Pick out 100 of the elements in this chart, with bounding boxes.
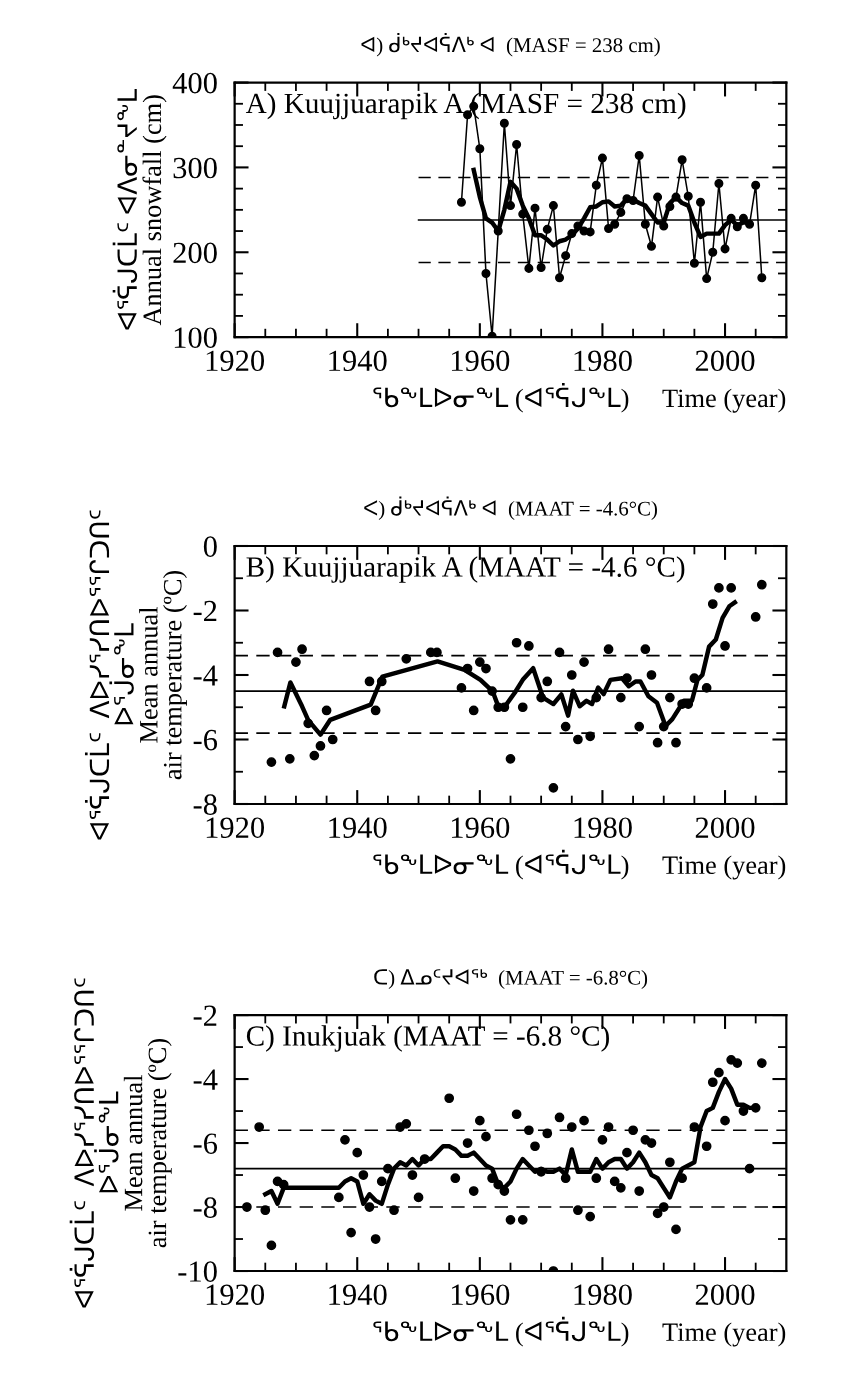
- point: [665, 692, 675, 703]
- point: [604, 223, 614, 234]
- point: [266, 757, 277, 767]
- point: [707, 599, 718, 609]
- point: [714, 583, 724, 593]
- point: [610, 219, 620, 229]
- y-axis-title: ᐊᕐᕌᒍᑕᒫᑦ ᐱᐅᓯᕐᓯᑎᐅᕐᕐᒋᑐᑎᑦ ᐅᕐᒎᓂᖕᒪ Mean annual air temperature (ºC): [84, 510, 187, 840]
- annotation: B) Kuujjuarapik A (MAAT = -4.6 °C): [246, 556, 685, 583]
- point: [646, 670, 657, 680]
- point: [524, 263, 534, 273]
- x-tick-label: 1980: [574, 350, 632, 372]
- point: [652, 737, 663, 748]
- y-tick-label: 300: [173, 157, 217, 179]
- point: [272, 647, 283, 658]
- point: [689, 258, 699, 268]
- point: [481, 268, 491, 278]
- point: [573, 734, 583, 745]
- x-tick-label: 1940: [329, 1284, 387, 1306]
- point: [474, 657, 485, 667]
- y-tick-label: -8: [193, 794, 217, 815]
- point: [720, 244, 730, 254]
- point: [597, 153, 607, 163]
- x-tick-label: 1940: [329, 350, 387, 372]
- x-tick-label: 1940: [329, 817, 387, 838]
- point: [696, 197, 706, 207]
- x-tick-label: 1980: [574, 1284, 632, 1306]
- x-tick-label: 1920: [206, 350, 265, 372]
- point: [548, 783, 559, 793]
- y-tick-label: 400: [172, 72, 217, 94]
- point: [591, 180, 601, 190]
- point: [616, 207, 626, 217]
- point: [702, 274, 712, 284]
- x-tick-label: 1960: [451, 350, 510, 372]
- point: [585, 731, 596, 742]
- point: [701, 683, 712, 693]
- point: [456, 683, 467, 693]
- point: [505, 753, 516, 764]
- x-tick-label: 2000: [695, 817, 755, 838]
- point: [677, 155, 687, 165]
- annotation: A) Kuujjuarapik A (MASF = 238 cm): [245, 92, 686, 120]
- point: [751, 180, 761, 190]
- y-axis-title: ᐊᕐᕌᒍᑕᒫᑦ ᐊᐱᓂᓐᔪᖕᒪ Annual snowfall (cm): [112, 88, 167, 330]
- point: [432, 647, 442, 658]
- point: [468, 705, 479, 716]
- point: [603, 644, 614, 655]
- point: [536, 263, 546, 273]
- annotation: C) Inukjuak (MAAT = -6.8 °C): [246, 1025, 609, 1052]
- y-axis-title: ᐊᕐᕌᒍᑕᒫᑦ ᐱᐅᓯᕐᓯᑎᐅᕐᕐᒋᑐᑎᑦ ᐅᕐᒎᓂᖕᒪ Mean annual air temperature (ºC): [69, 978, 172, 1308]
- y-tick-label: -10: [178, 1261, 217, 1282]
- point: [370, 705, 381, 716]
- point: [297, 644, 307, 655]
- y-tick-label: -6: [193, 729, 218, 751]
- point: [714, 179, 724, 189]
- x-axis-title: ᕐᑲᖕᒪᐅᓂᖕᒪ (ᐊᕐᕌᒍᖕᒪ) Time (year): [373, 1316, 786, 1347]
- point: [554, 647, 565, 658]
- y-tick-label: -6: [193, 1133, 218, 1154]
- y-tick-label: -2: [193, 600, 217, 622]
- point: [291, 657, 301, 667]
- y-tick-label: -4: [193, 1069, 218, 1090]
- point: [653, 192, 663, 202]
- x-axis-title: ᕐᑲᖕᒪᐅᓂᖕᒪ (ᐊᕐᕌᒍᖕᒪ) Time (year): [373, 382, 786, 413]
- x-tick-label: 1960: [451, 817, 510, 838]
- point: [555, 273, 565, 283]
- point: [548, 201, 558, 211]
- point: [634, 151, 644, 161]
- point: [481, 663, 491, 674]
- point: [726, 583, 737, 593]
- chart-title: ᑕ) ᐃᓄᑦᔪᐊᖅ (MAAT = -6.8°C): [374, 969, 648, 989]
- point: [511, 637, 522, 648]
- x-tick-label: 1920: [206, 1284, 265, 1306]
- x-tick-label: 2000: [695, 1284, 755, 1306]
- point: [321, 705, 332, 716]
- x-tick-label: 2000: [695, 350, 755, 372]
- point: [364, 676, 375, 687]
- point: [327, 734, 338, 745]
- point: [284, 753, 295, 764]
- y-tick-label: -2: [193, 1005, 217, 1026]
- point: [640, 219, 650, 229]
- point: [542, 676, 553, 687]
- x-tick-label: 1960: [451, 1284, 510, 1306]
- point: [530, 203, 540, 213]
- x-tick-label: 1920: [206, 817, 265, 838]
- point: [512, 139, 522, 150]
- x-tick-label: 1980: [574, 817, 632, 838]
- point: [542, 224, 552, 234]
- point: [646, 241, 656, 251]
- point: [671, 737, 681, 748]
- point: [561, 251, 571, 261]
- chart-title: ᐸ) ᑰᒃᔪᐊᕌᐱᒃ ᐊ (MAAT = -4.6°C): [364, 496, 657, 520]
- point: [524, 641, 534, 651]
- y-tick-label: 100: [174, 327, 217, 349]
- chart-title: ᐊ) ᑰᒃᔪᐊᕌᐱᒃ ᐊ (MASF = 238 cm): [361, 33, 660, 57]
- point: [566, 670, 577, 680]
- point: [683, 191, 693, 201]
- y-tick-label: -4: [193, 665, 218, 686]
- y-tick-label: -8: [193, 1197, 217, 1218]
- x-axis-title: ᕐᑲᖕᒪᐅᓂᖕᒪ (ᐊᕐᕌᒍᖕᒪ) Time (year): [373, 849, 786, 880]
- point: [499, 118, 509, 128]
- point: [750, 612, 761, 622]
- point: [579, 657, 589, 667]
